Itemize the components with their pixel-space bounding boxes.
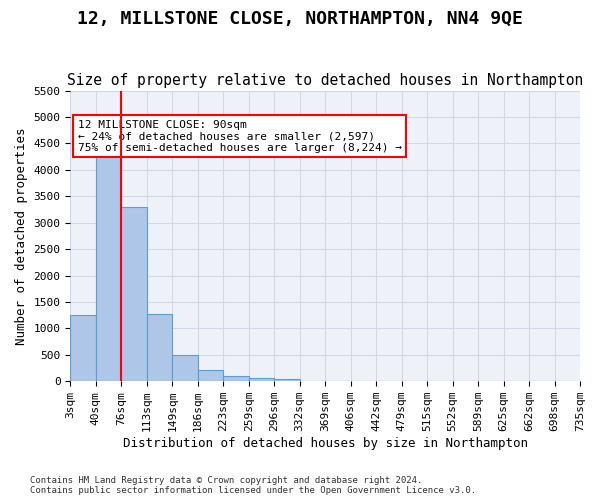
Text: 12 MILLSTONE CLOSE: 90sqm
← 24% of detached houses are smaller (2,597)
75% of se: 12 MILLSTONE CLOSE: 90sqm ← 24% of detac… bbox=[78, 120, 402, 153]
Bar bbox=[248, 378, 274, 381]
X-axis label: Distribution of detached houses by size in Northampton: Distribution of detached houses by size … bbox=[122, 437, 527, 450]
Bar bbox=[96, 152, 121, 381]
Bar bbox=[223, 376, 248, 381]
Bar bbox=[70, 314, 96, 381]
Bar bbox=[198, 370, 223, 381]
Bar bbox=[147, 314, 172, 381]
Text: Contains HM Land Registry data © Crown copyright and database right 2024.
Contai: Contains HM Land Registry data © Crown c… bbox=[30, 476, 476, 495]
Bar bbox=[172, 356, 198, 381]
Y-axis label: Number of detached properties: Number of detached properties bbox=[15, 127, 28, 344]
Text: 12, MILLSTONE CLOSE, NORTHAMPTON, NN4 9QE: 12, MILLSTONE CLOSE, NORTHAMPTON, NN4 9Q… bbox=[77, 10, 523, 28]
Title: Size of property relative to detached houses in Northampton: Size of property relative to detached ho… bbox=[67, 73, 583, 88]
Bar bbox=[274, 378, 299, 381]
Bar bbox=[121, 207, 147, 381]
